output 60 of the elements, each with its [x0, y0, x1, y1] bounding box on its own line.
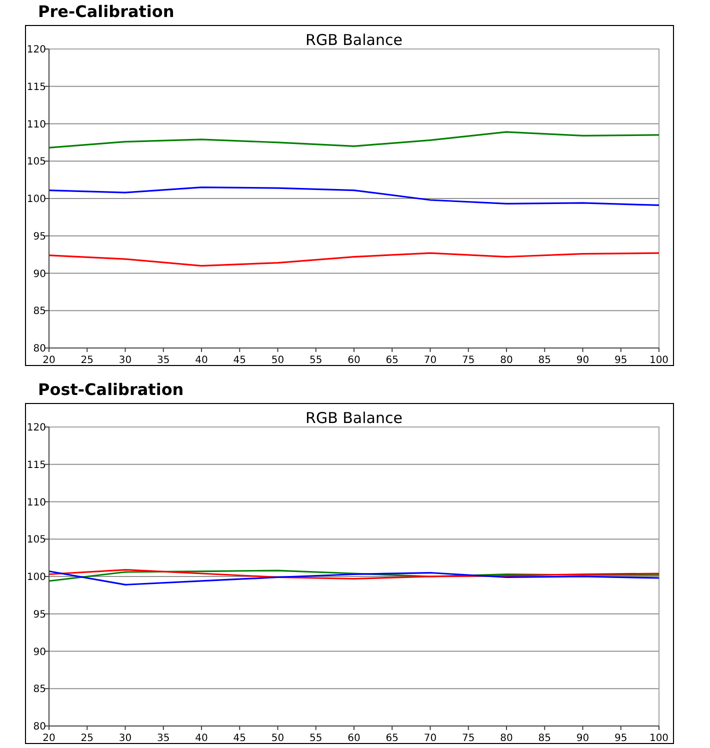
x-tick-label: 60	[348, 355, 360, 366]
x-tick-label: 95	[614, 355, 628, 366]
line-series	[48, 570, 660, 586]
x-tick-label: 65	[386, 355, 398, 366]
x-tick-label: 95	[614, 733, 628, 744]
y-tick-label: 120	[26, 44, 46, 56]
x-tick-label: 35	[157, 733, 170, 744]
x-tick-label: 45	[233, 733, 246, 744]
x-tick-label: 35	[157, 355, 170, 366]
chart-subtitle: RGB Balance	[306, 409, 402, 427]
y-tick-label: 110	[26, 497, 46, 508]
y-tick-label: 95	[33, 609, 46, 620]
x-tick-label: 40	[195, 733, 208, 744]
y-tick-label: 85	[33, 684, 46, 696]
y-tick-label: 90	[33, 646, 46, 658]
y-tick-label: 120	[26, 422, 46, 434]
x-tick-label: 90	[576, 355, 590, 366]
chart-title: Pre-Calibration	[38, 2, 174, 21]
x-tick-label: 80	[500, 355, 513, 366]
x-tick-label: 30	[118, 733, 132, 744]
y-tick-label: 105	[26, 534, 46, 546]
y-tick-label: 115	[26, 460, 46, 471]
x-tick-label: 80	[500, 733, 513, 744]
x-tick-label: 85	[538, 355, 551, 366]
x-tick-label: 100	[649, 355, 669, 366]
x-tick-label: 60	[348, 733, 360, 744]
y-tick-label: 90	[33, 268, 46, 280]
x-tick-label: 30	[118, 355, 132, 366]
x-tick-label: 75	[462, 733, 475, 744]
y-tick-label: 85	[33, 306, 46, 318]
line-series	[48, 186, 660, 206]
x-tick-label: 20	[42, 355, 56, 366]
x-tick-label: 45	[233, 355, 246, 366]
y-tick-label: 110	[26, 119, 46, 130]
y-tick-label: 80	[33, 344, 46, 354]
y-tick-label: 100	[26, 194, 46, 205]
line-series	[48, 252, 660, 267]
y-tick-label: 95	[33, 231, 46, 242]
x-tick-label: 75	[462, 355, 475, 366]
y-tick-label: 115	[26, 82, 46, 93]
x-tick-label: 20	[42, 733, 56, 744]
x-tick-label: 85	[538, 733, 551, 744]
x-tick-label: 25	[80, 355, 94, 366]
x-tick-label: 90	[576, 733, 590, 744]
chart-title: Post-Calibration	[38, 380, 184, 399]
x-tick-label: 50	[271, 733, 284, 744]
x-tick-label: 70	[424, 355, 437, 366]
x-tick-label: 40	[195, 355, 208, 366]
x-tick-label: 55	[310, 733, 322, 744]
y-tick-label: 80	[33, 722, 46, 732]
x-tick-label: 70	[424, 733, 437, 744]
x-tick-label: 65	[386, 733, 398, 744]
x-tick-label: 50	[271, 355, 284, 366]
x-tick-label: 25	[80, 733, 94, 744]
y-tick-label: 100	[26, 572, 46, 583]
line-series	[48, 131, 660, 148]
x-tick-label: 55	[310, 355, 322, 366]
x-tick-label: 100	[649, 733, 669, 744]
y-tick-label: 105	[26, 156, 46, 168]
chart-subtitle: RGB Balance	[306, 31, 402, 49]
